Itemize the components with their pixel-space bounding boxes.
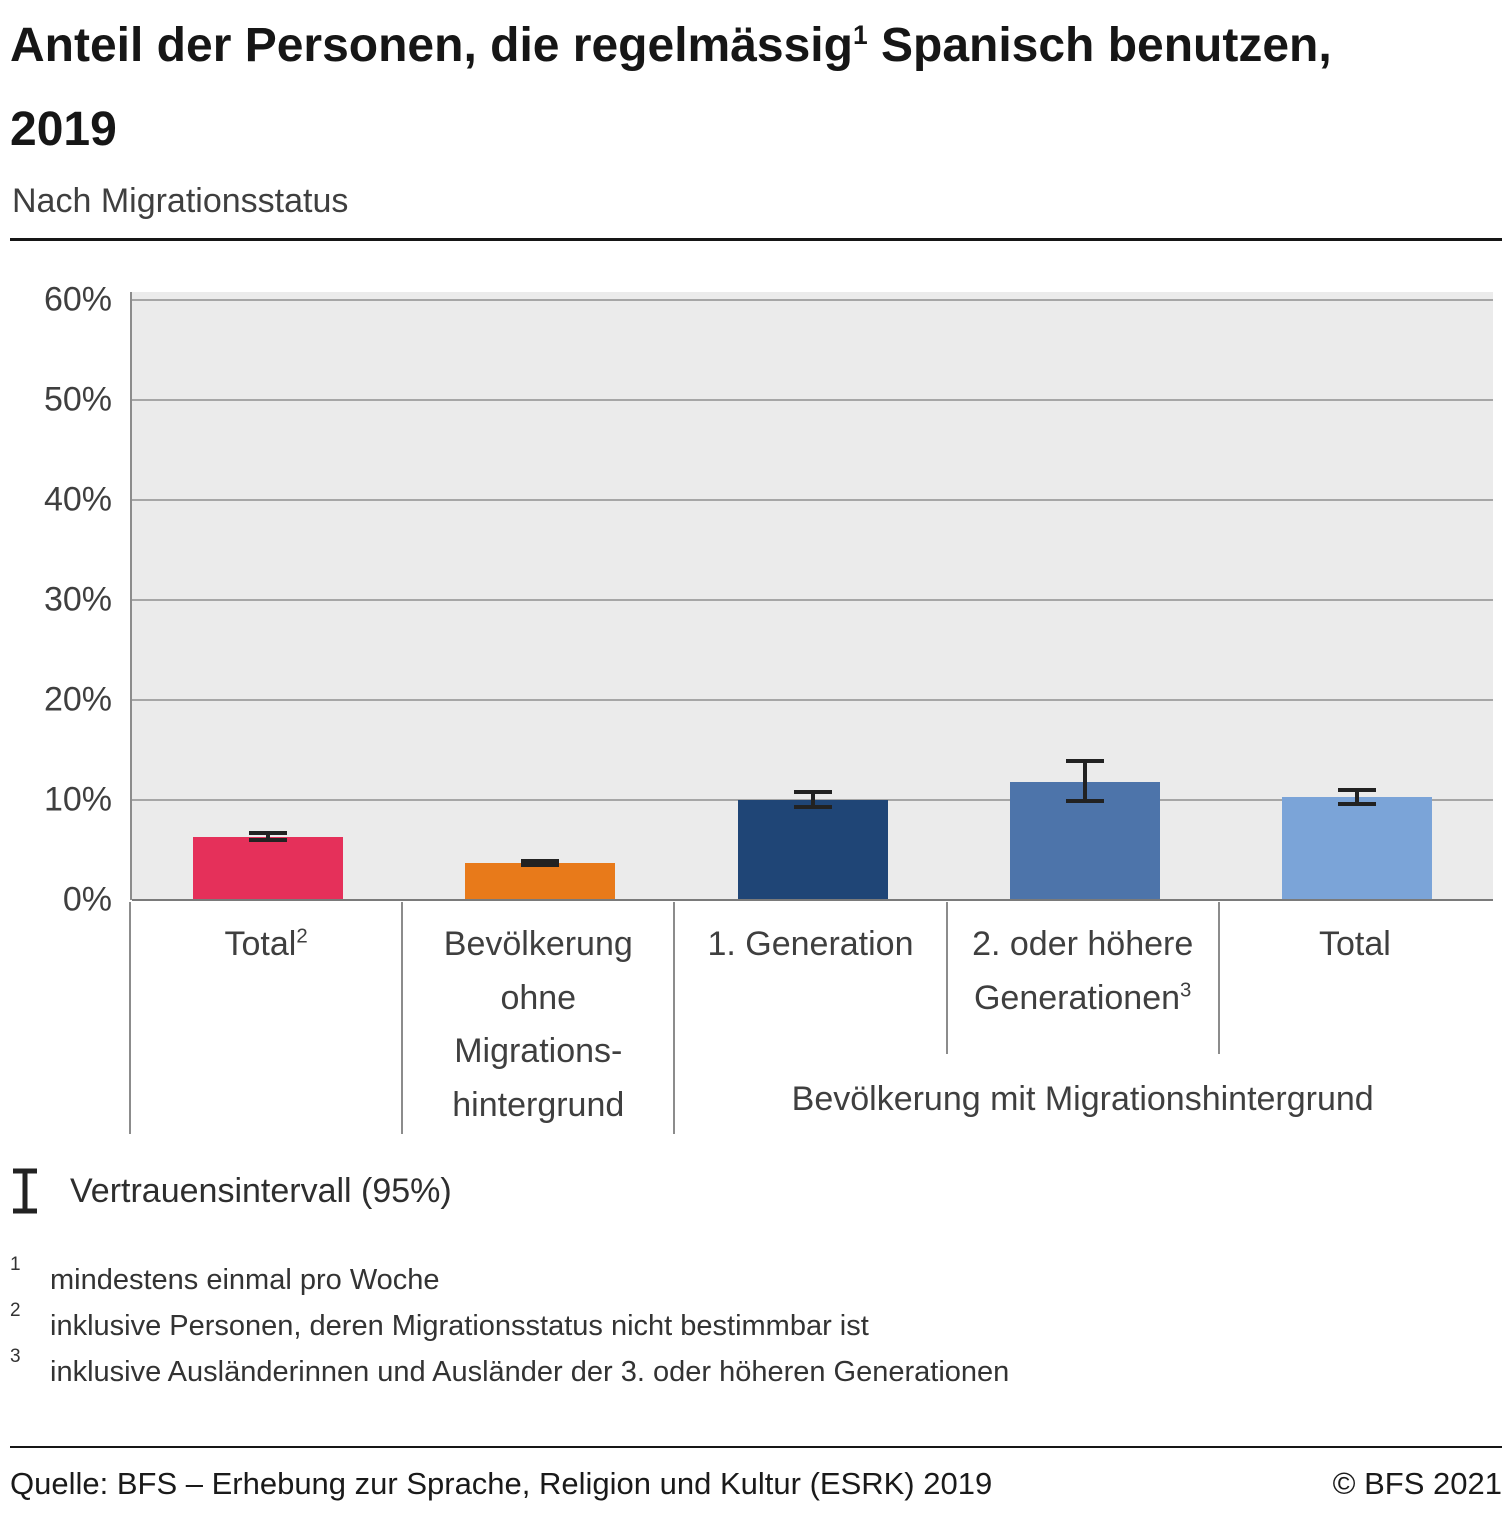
bar-erste-generation (737, 800, 888, 900)
error-bar-line (810, 790, 815, 809)
gridline-40pct (132, 499, 1493, 501)
header-divider (10, 238, 1502, 241)
gridline-20pct (132, 699, 1493, 701)
x-label-erste-generation: 1. Generation (707, 925, 914, 963)
error-bar-line (1082, 759, 1087, 803)
title-text-2: Spanisch benutzen, (867, 19, 1332, 72)
y-tick-label-40: 40% (43, 480, 112, 519)
x-label-total-mit-migrationshintergrund: Total (1318, 925, 1391, 963)
category-separator (401, 902, 404, 1134)
page-title: Anteil der Personen, die regelmässig1 Sp… (10, 4, 1502, 172)
y-axis: 0% 10% 20% 30% 40% 50% 60% (0, 281, 112, 919)
legend: Vertrauensintervall (95%) (8, 1166, 452, 1216)
error-bar-line (266, 831, 271, 842)
plot-area (130, 292, 1493, 901)
error-bar-bevoelkerung-ohne-migrationshintergrund (521, 859, 560, 867)
legend-label: Vertrauensintervall (95%) (70, 1171, 452, 1210)
y-tick-label-10: 10% (43, 780, 112, 819)
x-label-total: Total2 (224, 925, 308, 963)
error-bar-bottom-cap (1065, 799, 1104, 803)
footnotes: 1 mindestens einmal pro Woche 2 inklusiv… (10, 1255, 1490, 1402)
error-bar-bottom-cap (793, 805, 832, 809)
error-bar-erste-generation (793, 790, 832, 809)
x-group-label: Bevölkerung mit Migrationshintergrund (791, 1080, 1374, 1118)
footer-divider (10, 1446, 1502, 1448)
footnote-2-text: inklusive Personen, deren Migrationsstat… (50, 1310, 869, 1342)
gridline-60pct (132, 299, 1493, 301)
footnote-3-text: inklusive Ausländerinnen und Ausländer d… (50, 1356, 1010, 1388)
error-bar-bottom-cap (249, 838, 288, 842)
error-bar-line (1354, 788, 1359, 806)
footnote-3: 3 inklusive Ausländerinnen und Ausländer… (10, 1347, 1490, 1389)
source-text: Quelle: BFS – Erhebung zur Sprache, Reli… (10, 1466, 993, 1501)
title-text: Anteil der Personen, die regelmässig (10, 19, 853, 72)
gridline-50pct (132, 399, 1493, 401)
error-bar-total-mit-migrationshintergrund (1337, 788, 1376, 806)
chart-subtitle: Nach Migrationsstatus (12, 182, 349, 220)
error-bar-total (249, 831, 288, 842)
category-separator (1217, 902, 1220, 1054)
category-separator (673, 902, 676, 1134)
footnote-1-text: mindestens einmal pro Woche (50, 1264, 440, 1296)
category-separator (945, 902, 948, 1054)
footer: Quelle: BFS – Erhebung zur Sprache, Reli… (10, 1466, 1502, 1502)
x-axis-line (132, 899, 1493, 901)
y-tick-label-50: 50% (43, 380, 112, 419)
bar-bevoelkerung-ohne-migrationshintergrund (465, 863, 616, 900)
x-label-zweite-oder-hoehere-generationen: 2. oder höhere Generationen3 (972, 925, 1194, 1017)
y-tick-label-60: 60% (43, 280, 112, 319)
bar-total-mit-migrationshintergrund (1281, 797, 1432, 900)
footnote-1: 1 mindestens einmal pro Woche (10, 1255, 1490, 1297)
title-footnote-marker: 1 (852, 20, 868, 50)
x-label-footnote-marker: 2 (296, 925, 308, 948)
error-bar-bottom-cap (1337, 802, 1376, 806)
x-label-bevoelkerung-ohne-migrationshintergrund: Bevölkerung ohne Migrations-hintergrund (443, 925, 633, 1125)
gridline-30pct (132, 599, 1493, 601)
title-year: 2019 (10, 103, 117, 156)
bar-total (193, 837, 344, 900)
y-tick-label-30: 30% (43, 580, 112, 619)
x-axis: Total2 Bevölkerung ohne Migrations-hintergr… (129, 902, 1491, 1137)
confidence-interval-icon (13, 1168, 37, 1214)
y-axis-line-extension (129, 902, 131, 1134)
error-bar-zweite-oder-hoehere-generationen (1065, 759, 1104, 803)
error-bar-bottom-cap (521, 863, 560, 867)
x-label-footnote-marker: 3 (1180, 979, 1192, 1002)
y-tick-label-20: 20% (43, 680, 112, 719)
footnote-2: 2 inklusive Personen, deren Migrationsst… (10, 1301, 1490, 1343)
y-tick-label-0: 0% (62, 880, 112, 919)
copyright-text: © BFS 2021 (1332, 1466, 1502, 1501)
